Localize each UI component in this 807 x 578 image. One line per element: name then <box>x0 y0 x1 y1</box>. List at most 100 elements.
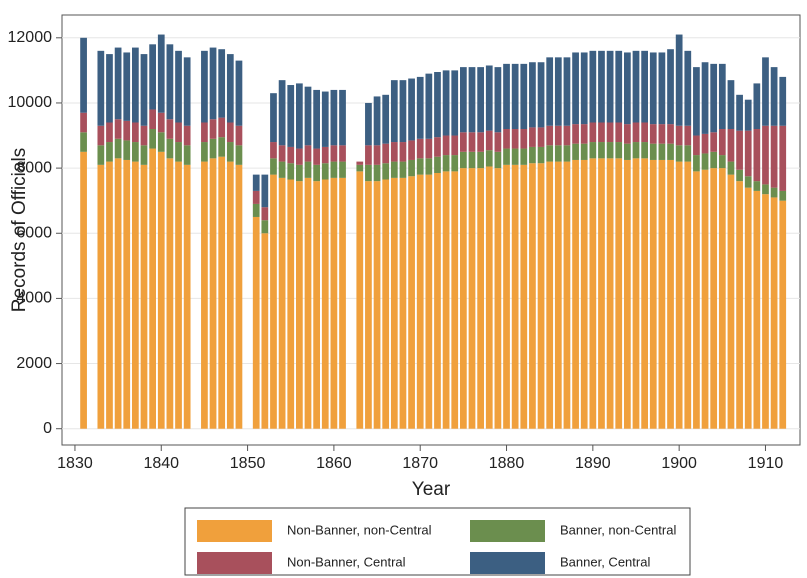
bar-segment <box>296 83 303 149</box>
bar-segment <box>175 122 182 143</box>
bar-segment <box>157 151 165 429</box>
bar-segment <box>218 117 226 138</box>
y-tick-label: 12000 <box>8 29 53 46</box>
bar-segment <box>477 132 484 152</box>
bar-segment <box>468 151 476 169</box>
bar-segment <box>321 179 329 429</box>
y-tick-label: 4000 <box>16 290 52 307</box>
bar-segment <box>468 67 476 133</box>
bar-segment <box>218 156 226 429</box>
bar-segment <box>693 135 700 156</box>
bar-segment <box>321 146 329 164</box>
bar-segment <box>693 171 700 429</box>
bar-segment <box>365 145 372 165</box>
bar-segment <box>408 140 415 160</box>
bar-segment <box>365 164 372 182</box>
bar-segment <box>736 181 743 429</box>
legend-swatch <box>197 552 272 574</box>
x-tick-label: 1830 <box>57 455 93 472</box>
bar-segment <box>684 125 692 146</box>
bar-segment <box>632 142 640 159</box>
bar-segment <box>624 143 631 160</box>
bar-segment <box>753 83 761 130</box>
bar-segment <box>157 132 165 152</box>
bar-segment <box>390 80 398 143</box>
bar-segment <box>580 52 588 125</box>
bar-segment <box>727 161 735 175</box>
bar-segment <box>140 54 148 126</box>
bar-segment <box>382 179 390 429</box>
bar-segment <box>425 174 433 429</box>
bar-segment <box>606 158 614 429</box>
bar-segment <box>434 172 441 429</box>
bar-segment <box>460 151 467 169</box>
bar-segment <box>132 47 139 123</box>
bar-segment <box>529 127 536 147</box>
x-tick-label: 1890 <box>575 455 611 472</box>
bar-segment <box>744 99 752 131</box>
bar-segment <box>615 158 623 429</box>
bar-segment <box>511 63 519 130</box>
bar-segment <box>390 177 398 429</box>
bar-segment <box>80 132 87 152</box>
bar-segment <box>572 143 579 160</box>
bar-segment <box>460 67 467 133</box>
x-tick-label: 1860 <box>316 455 352 472</box>
bar-segment <box>201 161 208 429</box>
bar-segment <box>477 168 484 429</box>
bar-segment <box>183 125 191 146</box>
legend-label: Non-Banner, Central <box>287 554 406 569</box>
bar-segment <box>503 63 510 130</box>
bar-segment <box>658 52 666 125</box>
bar-segment <box>416 158 424 175</box>
bar-segment <box>606 142 614 159</box>
bar-segment <box>399 161 407 178</box>
bar-segment <box>97 125 105 146</box>
bar-segment <box>183 164 191 429</box>
bar-segment <box>123 52 131 121</box>
bar-segment <box>252 216 260 429</box>
bar-segment <box>675 125 683 146</box>
bar-segment <box>494 151 502 169</box>
bar-segment <box>511 148 519 165</box>
bar-segment <box>546 125 554 146</box>
bar-segment <box>589 50 597 123</box>
bar-segment <box>485 130 493 151</box>
bar-segment <box>736 130 743 170</box>
bar-segment <box>727 129 735 162</box>
bar-segment <box>710 63 718 133</box>
bar-segment <box>563 161 571 429</box>
bar-segment <box>434 72 441 138</box>
x-axis-label: Year <box>412 479 451 500</box>
bar-segment <box>589 158 597 429</box>
y-tick-label: 10000 <box>8 94 53 111</box>
bar-segment <box>261 174 269 208</box>
bar-segment <box>589 122 597 143</box>
bar-segment <box>598 158 605 429</box>
bar-segment <box>460 132 467 152</box>
bar-segment <box>313 148 320 165</box>
bar-segment <box>710 151 718 169</box>
bar-segment <box>330 161 338 178</box>
bar-segment <box>434 137 441 157</box>
bar-segment <box>554 57 562 126</box>
bar-segment <box>425 73 433 139</box>
bar-segment <box>580 143 588 160</box>
bar-segment <box>667 159 674 429</box>
bar-segment <box>80 37 87 113</box>
y-tick-label: 2000 <box>16 355 52 372</box>
bar-segment <box>589 142 597 159</box>
bar-segment <box>494 132 502 152</box>
bar-segment <box>744 187 752 429</box>
legend-label: Banner, Central <box>560 554 650 569</box>
bar-segment <box>598 50 605 123</box>
bar-segment <box>770 197 778 429</box>
bar-segment <box>278 161 286 178</box>
bar-segment <box>313 181 320 429</box>
bar-segment <box>296 164 303 182</box>
bar-segment <box>382 143 390 164</box>
bar-segment <box>641 142 648 159</box>
bar-segment <box>261 207 269 221</box>
bar-segment <box>667 124 674 144</box>
